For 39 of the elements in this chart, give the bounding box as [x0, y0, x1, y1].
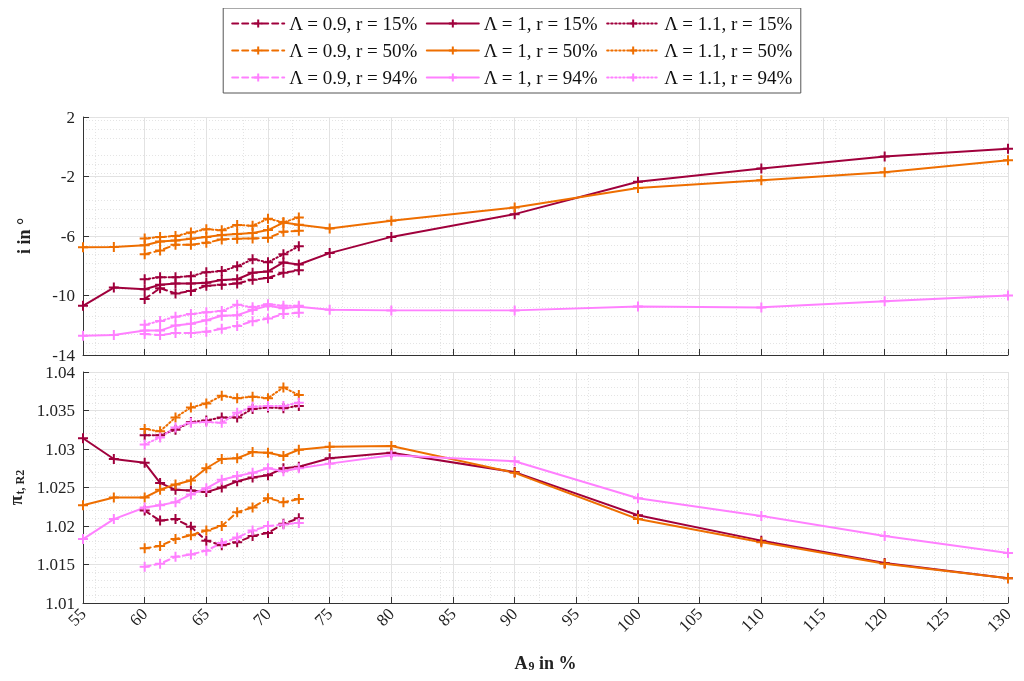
y-axis-title: πt, R2 [6, 469, 27, 506]
legend-label: Λ = 1.1, r = 50% [664, 40, 793, 61]
x-tick-label: 65 [187, 604, 214, 630]
x-tick-label: 115 [798, 604, 830, 636]
x-tick-label: 110 [737, 604, 769, 636]
y-tick-label: 1.04 [45, 362, 76, 382]
x-tick-label: 70 [249, 604, 275, 630]
legend-label: Λ = 1, r = 94% [483, 67, 598, 88]
y-tick-label: 1.01 [45, 593, 75, 613]
y-tick-label: -10 [52, 286, 75, 305]
x-tick-label: 85 [434, 604, 460, 630]
x-tick-label: 95 [557, 604, 584, 630]
x-axis-title: A9 in % [514, 652, 577, 673]
x-tick-label: 105 [674, 604, 707, 636]
y-tick-label: 1.015 [36, 555, 75, 574]
y-tick-label: 1.025 [36, 478, 75, 497]
legend-label: Λ = 1, r = 15% [483, 13, 598, 34]
y-tick-label: 1.02 [45, 516, 75, 536]
x-tick-label: 75 [310, 604, 337, 630]
x-tick-label: 120 [859, 604, 892, 636]
x-tick-label: 130 [983, 604, 1015, 636]
legend-label: Λ = 1.1, r = 15% [664, 13, 793, 34]
x-tick-label: 60 [125, 604, 152, 630]
legend-label: Λ = 1, r = 50% [483, 40, 598, 61]
x-tick-label: 90 [495, 604, 522, 630]
legend-label: Λ = 1.1, r = 94% [664, 67, 793, 88]
x-tick-label: 80 [372, 604, 399, 630]
y-tick-label: -14 [52, 345, 76, 365]
legend-label: Λ = 0.9, r = 15% [289, 13, 418, 34]
y-tick-label: 1.035 [36, 401, 75, 420]
x-tick-label: 125 [921, 604, 954, 636]
y-tick-label: -6 [60, 226, 75, 246]
legend-label: Λ = 0.9, r = 94% [289, 67, 418, 88]
y-axis-title: i in ° [14, 217, 34, 255]
x-tick-label: 100 [613, 604, 645, 636]
y-tick-label: 1.03 [45, 439, 75, 459]
legend-label: Λ = 0.9, r = 50% [289, 40, 418, 61]
y-tick-label: 2 [66, 107, 75, 127]
y-tick-label: -2 [60, 167, 75, 186]
